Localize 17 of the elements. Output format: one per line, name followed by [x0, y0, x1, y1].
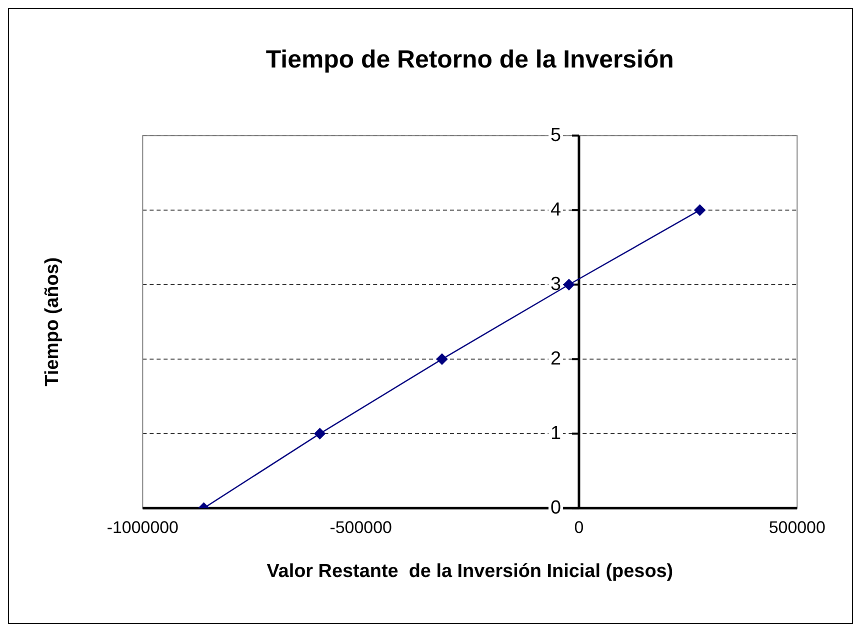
y-tick-label: 4	[550, 199, 562, 220]
point	[563, 278, 575, 290]
y-tick-label: 5	[550, 124, 562, 146]
x-tick-label: -500000	[330, 518, 392, 537]
y-tick-label: 0	[550, 497, 562, 518]
y-tick-label: 2	[550, 348, 562, 370]
x-tick-label: 500000	[768, 518, 826, 537]
point	[694, 204, 706, 216]
point	[436, 354, 448, 365]
y-axis-title: Tiempo (años)	[42, 257, 64, 386]
x-tick-label: 0	[574, 518, 584, 537]
chart-title: Tiempo de Retorno de la Inversión	[266, 46, 674, 74]
y-tick-label: 3	[550, 274, 562, 295]
x-axis-title: Valor Restante de la Inversión Inicial (pesos)	[266, 560, 674, 582]
x-tick-label: -1000000	[106, 518, 178, 537]
y-tick-label: 1	[550, 422, 562, 444]
point	[314, 428, 326, 440]
